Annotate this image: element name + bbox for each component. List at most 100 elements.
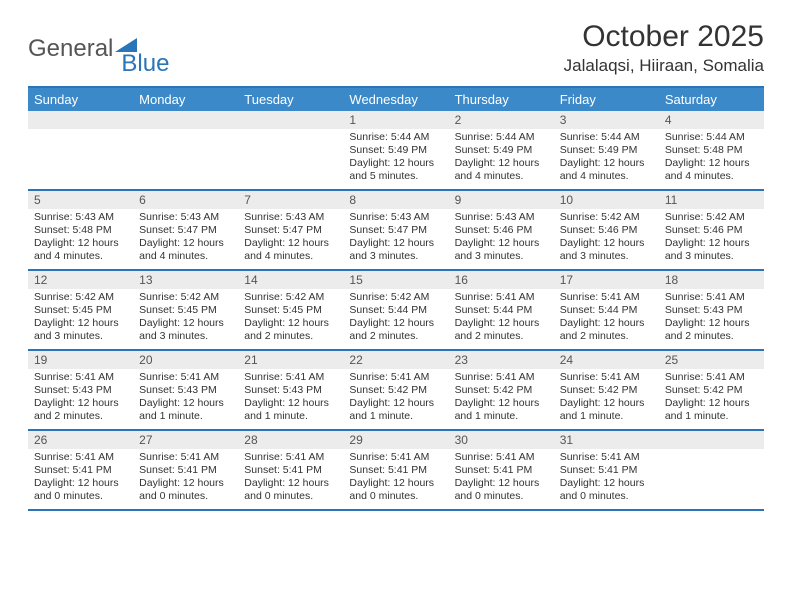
sunset-line: Sunset: 5:49 PM xyxy=(560,144,653,157)
sunrise-line: Sunrise: 5:43 AM xyxy=(34,211,127,224)
day-number: 11 xyxy=(659,191,764,209)
sunrise-line: Sunrise: 5:41 AM xyxy=(244,451,337,464)
week-row: 26Sunrise: 5:41 AMSunset: 5:41 PMDayligh… xyxy=(28,431,764,511)
daylight-line: Daylight: 12 hours and 2 minutes. xyxy=(665,317,758,343)
sunset-line: Sunset: 5:44 PM xyxy=(455,304,548,317)
calendar-cell xyxy=(238,111,343,189)
sunset-line: Sunset: 5:41 PM xyxy=(560,464,653,477)
page-title: October 2025 xyxy=(564,20,764,54)
sunrise-line: Sunrise: 5:44 AM xyxy=(455,131,548,144)
day-number: 30 xyxy=(449,431,554,449)
day-number xyxy=(133,111,238,129)
sunrise-line: Sunrise: 5:44 AM xyxy=(349,131,442,144)
sunset-line: Sunset: 5:45 PM xyxy=(139,304,232,317)
daylight-line: Daylight: 12 hours and 5 minutes. xyxy=(349,157,442,183)
calendar-cell: 27Sunrise: 5:41 AMSunset: 5:41 PMDayligh… xyxy=(133,431,238,509)
day-number: 24 xyxy=(554,351,659,369)
calendar-cell: 11Sunrise: 5:42 AMSunset: 5:46 PMDayligh… xyxy=(659,191,764,269)
sunset-line: Sunset: 5:43 PM xyxy=(665,304,758,317)
day-number xyxy=(659,431,764,449)
sunset-line: Sunset: 5:43 PM xyxy=(139,384,232,397)
calendar-cell: 8Sunrise: 5:43 AMSunset: 5:47 PMDaylight… xyxy=(343,191,448,269)
day-details: Sunrise: 5:42 AMSunset: 5:45 PMDaylight:… xyxy=(133,289,238,348)
daylight-line: Daylight: 12 hours and 1 minute. xyxy=(244,397,337,423)
calendar-cell: 9Sunrise: 5:43 AMSunset: 5:46 PMDaylight… xyxy=(449,191,554,269)
day-number: 1 xyxy=(343,111,448,129)
day-number: 25 xyxy=(659,351,764,369)
sunset-line: Sunset: 5:48 PM xyxy=(665,144,758,157)
sunset-line: Sunset: 5:41 PM xyxy=(349,464,442,477)
day-number: 27 xyxy=(133,431,238,449)
sunrise-line: Sunrise: 5:41 AM xyxy=(34,371,127,384)
day-number xyxy=(28,111,133,129)
day-details: Sunrise: 5:41 AMSunset: 5:41 PMDaylight:… xyxy=(554,449,659,508)
calendar-cell: 24Sunrise: 5:41 AMSunset: 5:42 PMDayligh… xyxy=(554,351,659,429)
sunset-line: Sunset: 5:49 PM xyxy=(349,144,442,157)
calendar-cell: 22Sunrise: 5:41 AMSunset: 5:42 PMDayligh… xyxy=(343,351,448,429)
day-number: 18 xyxy=(659,271,764,289)
daylight-line: Daylight: 12 hours and 2 minutes. xyxy=(455,317,548,343)
calendar-cell: 25Sunrise: 5:41 AMSunset: 5:42 PMDayligh… xyxy=(659,351,764,429)
sunset-line: Sunset: 5:42 PM xyxy=(560,384,653,397)
calendar-cell: 26Sunrise: 5:41 AMSunset: 5:41 PMDayligh… xyxy=(28,431,133,509)
daylight-line: Daylight: 12 hours and 3 minutes. xyxy=(34,317,127,343)
day-number: 23 xyxy=(449,351,554,369)
dayname-saturday: Saturday xyxy=(659,88,764,111)
daylight-line: Daylight: 12 hours and 2 minutes. xyxy=(34,397,127,423)
daylight-line: Daylight: 12 hours and 1 minute. xyxy=(665,397,758,423)
day-details: Sunrise: 5:42 AMSunset: 5:44 PMDaylight:… xyxy=(343,289,448,348)
sunrise-line: Sunrise: 5:41 AM xyxy=(560,371,653,384)
dayname-friday: Friday xyxy=(554,88,659,111)
day-number: 19 xyxy=(28,351,133,369)
calendar-cell: 2Sunrise: 5:44 AMSunset: 5:49 PMDaylight… xyxy=(449,111,554,189)
day-number: 2 xyxy=(449,111,554,129)
calendar-cell: 1Sunrise: 5:44 AMSunset: 5:49 PMDaylight… xyxy=(343,111,448,189)
day-details: Sunrise: 5:43 AMSunset: 5:47 PMDaylight:… xyxy=(238,209,343,268)
sunset-line: Sunset: 5:44 PM xyxy=(560,304,653,317)
dayname-tuesday: Tuesday xyxy=(238,88,343,111)
sunrise-line: Sunrise: 5:41 AM xyxy=(455,291,548,304)
daylight-line: Daylight: 12 hours and 3 minutes. xyxy=(560,237,653,263)
calendar-cell: 3Sunrise: 5:44 AMSunset: 5:49 PMDaylight… xyxy=(554,111,659,189)
sunset-line: Sunset: 5:42 PM xyxy=(455,384,548,397)
sunrise-line: Sunrise: 5:42 AM xyxy=(34,291,127,304)
sunrise-line: Sunrise: 5:41 AM xyxy=(244,371,337,384)
day-details: Sunrise: 5:41 AMSunset: 5:44 PMDaylight:… xyxy=(554,289,659,348)
dayname-wednesday: Wednesday xyxy=(343,88,448,111)
calendar-cell: 16Sunrise: 5:41 AMSunset: 5:44 PMDayligh… xyxy=(449,271,554,349)
calendar-cell: 13Sunrise: 5:42 AMSunset: 5:45 PMDayligh… xyxy=(133,271,238,349)
sunrise-line: Sunrise: 5:44 AM xyxy=(560,131,653,144)
daylight-line: Daylight: 12 hours and 3 minutes. xyxy=(455,237,548,263)
day-details: Sunrise: 5:41 AMSunset: 5:41 PMDaylight:… xyxy=(238,449,343,508)
sunrise-line: Sunrise: 5:41 AM xyxy=(455,371,548,384)
day-details: Sunrise: 5:41 AMSunset: 5:44 PMDaylight:… xyxy=(449,289,554,348)
day-number xyxy=(238,111,343,129)
day-details: Sunrise: 5:43 AMSunset: 5:46 PMDaylight:… xyxy=(449,209,554,268)
calendar-cell: 23Sunrise: 5:41 AMSunset: 5:42 PMDayligh… xyxy=(449,351,554,429)
calendar-cell: 21Sunrise: 5:41 AMSunset: 5:43 PMDayligh… xyxy=(238,351,343,429)
day-number: 12 xyxy=(28,271,133,289)
sunrise-line: Sunrise: 5:42 AM xyxy=(349,291,442,304)
daylight-line: Daylight: 12 hours and 4 minutes. xyxy=(560,157,653,183)
sunset-line: Sunset: 5:41 PM xyxy=(34,464,127,477)
day-number: 7 xyxy=(238,191,343,209)
daylight-line: Daylight: 12 hours and 4 minutes. xyxy=(665,157,758,183)
sunrise-line: Sunrise: 5:41 AM xyxy=(560,291,653,304)
day-details: Sunrise: 5:43 AMSunset: 5:47 PMDaylight:… xyxy=(133,209,238,268)
day-details: Sunrise: 5:44 AMSunset: 5:49 PMDaylight:… xyxy=(343,129,448,188)
day-number: 21 xyxy=(238,351,343,369)
day-number: 5 xyxy=(28,191,133,209)
calendar-cell: 12Sunrise: 5:42 AMSunset: 5:45 PMDayligh… xyxy=(28,271,133,349)
daylight-line: Daylight: 12 hours and 3 minutes. xyxy=(139,317,232,343)
week-row: 1Sunrise: 5:44 AMSunset: 5:49 PMDaylight… xyxy=(28,111,764,191)
day-details: Sunrise: 5:41 AMSunset: 5:43 PMDaylight:… xyxy=(28,369,133,428)
sunset-line: Sunset: 5:47 PM xyxy=(139,224,232,237)
sunrise-line: Sunrise: 5:43 AM xyxy=(139,211,232,224)
calendar-cell xyxy=(28,111,133,189)
week-row: 12Sunrise: 5:42 AMSunset: 5:45 PMDayligh… xyxy=(28,271,764,351)
day-number: 26 xyxy=(28,431,133,449)
daylight-line: Daylight: 12 hours and 0 minutes. xyxy=(244,477,337,503)
logo-text-general: General xyxy=(28,35,113,63)
sunrise-line: Sunrise: 5:41 AM xyxy=(665,371,758,384)
calendar-cell: 4Sunrise: 5:44 AMSunset: 5:48 PMDaylight… xyxy=(659,111,764,189)
